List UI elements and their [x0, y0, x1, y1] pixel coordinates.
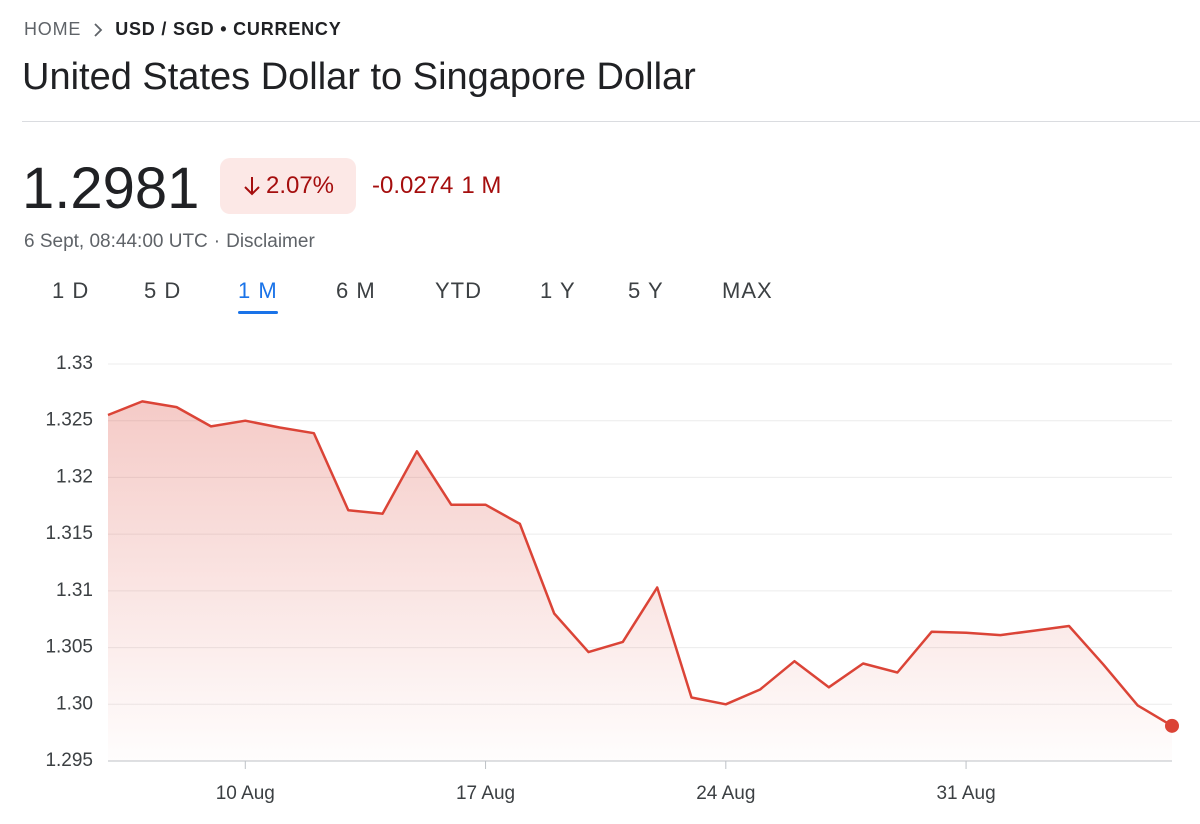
range-tab[interactable]: 5 D	[144, 278, 182, 303]
change-percent: 2.07%	[265, 172, 335, 199]
y-tick-label: 1.31	[56, 580, 93, 601]
timestamp-row: 6 Sept, 08:44:00 UTC · Disclaimer	[24, 231, 315, 253]
x-tick-label: 24 Aug	[696, 783, 755, 804]
divider	[22, 121, 1200, 122]
price: 1.2981	[22, 156, 200, 221]
y-tick-label: 1.305	[45, 637, 93, 658]
breadcrumb-current: USD / SGD • CURRENCY	[115, 19, 342, 39]
timestamp: 6 Sept, 08:44:00 UTC	[24, 231, 208, 252]
y-tick-label: 1.315	[45, 523, 93, 544]
y-tick-label: 1.30	[56, 693, 93, 714]
x-tick-label: 17 Aug	[456, 783, 515, 804]
area-fill	[108, 401, 1172, 761]
chevron-icon	[94, 22, 103, 37]
separator: ·	[213, 231, 221, 252]
last-point	[1165, 718, 1179, 733]
breadcrumb: HOME USD / SGD • CURRENCY	[24, 19, 342, 40]
change-badge: 2.07%	[220, 158, 356, 214]
down-arrow-icon	[244, 177, 260, 196]
y-tick-label: 1.32	[56, 466, 93, 487]
price-line	[107, 400, 1173, 727]
change-absolute: -0.0274	[372, 172, 454, 199]
y-tick-label: 1.295	[45, 750, 93, 771]
range-tab[interactable]: YTD	[435, 278, 482, 303]
range-tab[interactable]: MAX	[722, 278, 773, 303]
range-tab[interactable]: 1 D	[52, 278, 90, 303]
breadcrumb-home[interactable]: HOME	[24, 19, 82, 39]
disclaimer-link[interactable]: Disclaimer	[226, 231, 315, 252]
change-period: 1 M	[461, 172, 502, 199]
range-tab[interactable]: 1 Y	[540, 278, 576, 303]
range-tab[interactable]: 1 M	[238, 278, 278, 314]
change: -0.0274 1 M	[372, 172, 501, 200]
range-tab[interactable]: 5 Y	[628, 278, 664, 303]
x-tick-label: 31 Aug	[936, 783, 995, 804]
page-title: United States Dollar to Singapore Dollar	[22, 56, 696, 98]
x-tick-label: 10 Aug	[216, 783, 275, 804]
y-tick-label: 1.325	[45, 410, 93, 431]
range-tab[interactable]: 6 M	[336, 278, 376, 303]
y-tick-label: 1.33	[56, 353, 93, 374]
